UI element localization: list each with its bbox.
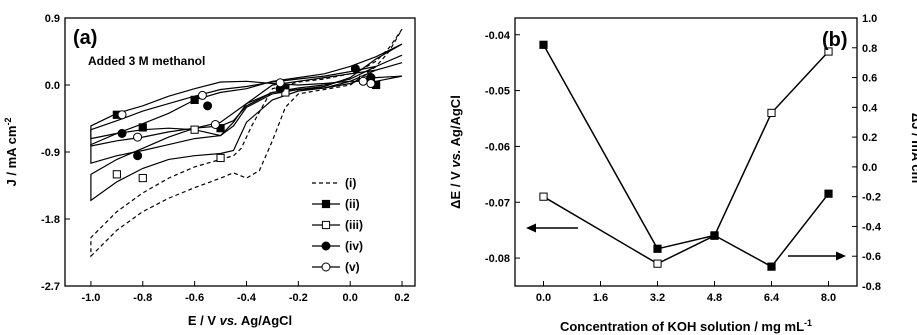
legend-marker-3 <box>321 220 331 230</box>
cv-marker-4 <box>350 64 360 74</box>
panel-b-x-ticks: 0.0 1.6 3.2 4.8 6.4 8.0 <box>536 281 836 304</box>
panel-b-right-ylabel: ΔJ / mA cm-2 <box>909 113 917 191</box>
panel-b-right-y-tick-label: 0.2 <box>862 132 877 144</box>
panel-a-ylabel: J / mA cm-2 <box>3 118 19 187</box>
panel-b-x-tick-label: 8.0 <box>821 292 836 304</box>
panel-b-series-line-left <box>543 50 830 265</box>
panel-a-x-tick-label: -0.2 <box>289 292 308 304</box>
panel-b-point-left <box>824 47 833 56</box>
panel-a-y-tick-label: 0.9 <box>45 13 60 25</box>
panel-b-right-y-tick-label: -0.4 <box>862 221 882 233</box>
cv-marker-5 <box>197 90 207 100</box>
legend-marker-2 <box>321 199 331 209</box>
cv-marker-3 <box>112 170 121 179</box>
panel-b-right-y-tick-label: -0.8 <box>862 281 881 293</box>
panel-b-x-tick-label: 4.8 <box>707 292 722 304</box>
panel-b-point-right <box>539 40 548 49</box>
panel-b-point-right <box>767 262 776 271</box>
legend-marker-4 <box>321 241 331 251</box>
legend-label-5: (v) <box>345 260 360 274</box>
panel-b-point-right <box>653 244 662 253</box>
panel-b-x-tick-label: 1.6 <box>593 292 608 304</box>
panel-a-xlabel: E / V vs. Ag/AgCl <box>188 313 292 328</box>
panel-a-y-tick-label: -0.9 <box>41 147 60 159</box>
panel-b-x-tick-label: 0.0 <box>536 292 551 304</box>
panel-a-x-tick-label: -1.0 <box>81 292 100 304</box>
cv-marker-5 <box>117 110 127 120</box>
cv-marker-5 <box>133 132 143 142</box>
panel-b-right-y-tick-label: -0.2 <box>862 192 881 204</box>
panel-b-right-y-tick-label: 0.6 <box>862 73 877 85</box>
panel-b-right-y-tick-label: 0.4 <box>862 102 878 114</box>
panel-b-point-left <box>767 108 776 118</box>
panel-b-left-y-tick-label: -0.05 <box>485 86 510 98</box>
cv-marker-5 <box>210 119 220 129</box>
panel-a-x-ticks: -1.0 -0.8 -0.6 -0.4 -0.2 0.0 0.2 <box>81 281 410 304</box>
panel-a-x-tick-label: -0.6 <box>185 292 204 304</box>
panel-b-left-y-tick-label: -0.04 <box>485 30 511 42</box>
panel-b-point-left <box>653 259 662 268</box>
panel-b-plot-frame <box>514 17 858 287</box>
cv-marker-4 <box>117 128 127 138</box>
panel-a-x-tick-label: -0.8 <box>133 292 152 304</box>
panel-b-right-y-tick-label: 0.8 <box>862 43 877 55</box>
panel-b-series <box>539 40 833 271</box>
panel-a-label: (a) <box>73 27 97 49</box>
panel-b-left-y-ticks: -0.08 -0.07 -0.06 -0.05 -0.04 <box>485 30 520 265</box>
panel-b-left-y-tick-label: -0.08 <box>485 253 510 265</box>
cv-marker-3 <box>138 173 147 183</box>
cv-curve-5 <box>90 54 403 147</box>
panel-b-xlabel: Concentration of KOH solution / mg mL-1 <box>560 318 812 334</box>
legend-marker-5 <box>321 262 331 272</box>
cv-marker-3 <box>190 125 199 134</box>
panel-a-legend: (i) (ii) (iii) (iv) (v) <box>312 176 363 274</box>
left-axis-arrow <box>526 223 578 233</box>
cv-marker-5 <box>358 76 368 86</box>
cv-marker-4 <box>133 151 143 161</box>
panel-b-right-y-tick-label: 1.0 <box>862 13 877 25</box>
panel-a-y-tick-label: -2.7 <box>41 281 60 293</box>
panel-b-label: (b) <box>822 29 848 51</box>
cv-marker-5 <box>275 78 285 88</box>
cv-marker-2 <box>138 123 147 132</box>
legend-label-3: (iii) <box>345 218 363 232</box>
panel-a-x-tick-label: 0.2 <box>394 292 409 304</box>
panel-b-left-y-tick-label: -0.07 <box>485 197 510 209</box>
panel-b-right-y-ticks: -0.8 -0.6 -0.4 -0.2 0.0 0.2 0.4 0.6 0.8 1.0 <box>852 13 882 293</box>
panel-b-left-y-tick-label: -0.06 <box>485 141 510 153</box>
cv-marker-4 <box>203 101 213 111</box>
panel-a-x-tick-label: 0.0 <box>343 292 358 304</box>
panel-b-left-ylabel: ΔE / V vs. Ag/AgCl <box>448 95 463 209</box>
panel-b-point-left <box>539 192 548 201</box>
panel-a-cv-chart: -1.0 -0.8 -0.6 -0.4 -0.2 0.0 0.2 -2.7 -1.8 -0.9 0… <box>3 13 416 328</box>
panel-a-curves <box>90 28 403 258</box>
panel-a-y-tick-label: -1.8 <box>41 214 60 226</box>
panel-b-point-right <box>824 189 833 198</box>
panel-a-y-ticks: -2.7 -1.8 -0.9 0.0 0.9 <box>41 13 70 293</box>
cv-curve-2 <box>90 75 403 140</box>
legend-label-1: (i) <box>345 176 356 190</box>
panel-b-x-tick-label: 6.4 <box>764 292 780 304</box>
panel-b-series-line-right <box>542 44 830 268</box>
panel-b-dual-axis-chart: 0.0 1.6 3.2 4.8 6.4 8.0 -0.08-0.07-0.06-0.05-… <box>448 13 917 334</box>
legend-label-2: (ii) <box>345 197 360 211</box>
panel-a-x-tick-label: -0.4 <box>237 292 257 304</box>
panel-b-right-y-tick-label: 0.0 <box>862 162 877 174</box>
cv-curve-1 <box>90 28 403 258</box>
cv-marker-2 <box>190 95 199 104</box>
cv-marker-5 <box>366 79 376 89</box>
panel-b-right-y-tick-label: -0.6 <box>862 251 881 263</box>
cv-curve-3 <box>90 62 403 202</box>
panel-b-point-right <box>710 231 719 240</box>
right-axis-arrow <box>788 251 846 261</box>
panel-a-markers <box>112 64 381 183</box>
cv-curve-4 <box>90 43 403 164</box>
panel-b-x-tick-label: 3.2 <box>650 292 665 304</box>
panel-a-annotation: Added 3 M methanol <box>88 54 205 68</box>
panel-a-y-tick-label: 0.0 <box>45 80 60 92</box>
cv-marker-3 <box>216 153 225 163</box>
legend-label-4: (iv) <box>345 239 363 253</box>
